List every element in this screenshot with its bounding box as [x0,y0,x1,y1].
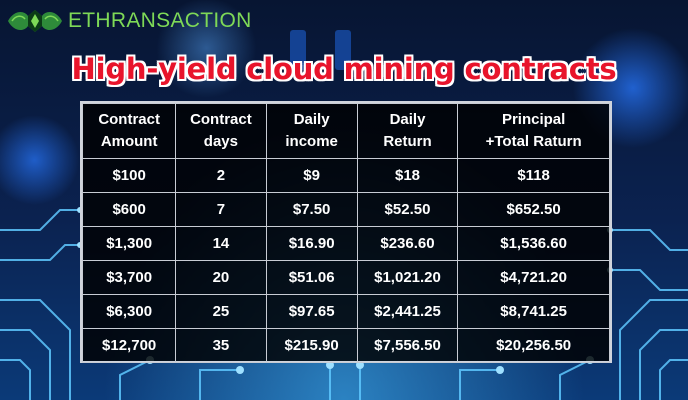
cell-daily-return: $7,556.50 [356,328,459,363]
cell-days: 35 [175,328,267,363]
header-contract-days: Contract days [175,103,267,159]
brand-logo[interactable]: ETHRANSACTION [6,5,252,37]
cell-days: 2 [175,158,267,193]
cell-amount: $1,300 [81,226,177,261]
cell-total-return: $4,721.20 [457,260,610,295]
cell-daily-income: $97.65 [265,294,358,329]
table-row: $12,700 35 $215.90 $7,556.50 $20,256.50 [81,328,610,363]
table-header-row: Contract Amount Contract days Daily income … [81,103,610,159]
cell-days: 7 [175,192,267,227]
cell-total-return: $652.50 [457,192,610,227]
cell-amount: $3,700 [81,260,177,295]
cell-amount: $6,300 [81,294,177,329]
cell-daily-income: $215.90 [265,328,358,363]
cell-total-return: $1,536.60 [457,226,610,261]
header-contract-amount: Contract Amount [81,103,177,159]
table-row: $1,300 14 $16.90 $236.60 $1,536.60 [81,226,610,261]
cell-days: 25 [175,294,267,329]
cell-daily-income: $51.06 [265,260,358,295]
page-title: High-yield cloud mining contracts [71,52,617,86]
contracts-table-container: Contract Amount Contract days Daily income … [80,101,612,363]
table-row: $600 7 $7.50 $52.50 $652.50 [81,192,610,227]
cell-amount: $100 [81,158,177,193]
cell-days: 14 [175,226,267,261]
dragon-emblem-icon [6,6,64,36]
header-principal-total-return: Principal +Total Raturn [457,103,610,159]
table-row: $6,300 25 $97.65 $2,441.25 $8,741.25 [81,294,610,329]
cell-total-return: $118 [457,158,610,193]
cell-amount: $600 [81,192,177,227]
header-daily-income: Daily income [265,103,358,159]
cell-daily-return: $236.60 [356,226,459,261]
cell-daily-return: $52.50 [356,192,459,227]
cell-amount: $12,700 [81,328,177,363]
cell-daily-return: $18 [356,158,459,193]
table-row: $100 2 $9 $18 $118 [81,158,610,193]
cell-days: 20 [175,260,267,295]
cell-total-return: $20,256.50 [457,328,610,363]
cell-daily-return: $1,021.20 [356,260,459,295]
header-daily-return: Daily Return [356,103,459,159]
table-row: $3,700 20 $51.06 $1,021.20 $4,721.20 [81,260,610,295]
cell-daily-return: $2,441.25 [356,294,459,329]
cell-daily-income: $16.90 [265,226,358,261]
cell-daily-income: $7.50 [265,192,358,227]
contracts-table: Contract Amount Contract days Daily income … [81,103,610,363]
cell-total-return: $8,741.25 [457,294,610,329]
cell-daily-income: $9 [265,158,358,193]
brand-name: ETHRANSACTION [68,9,252,32]
